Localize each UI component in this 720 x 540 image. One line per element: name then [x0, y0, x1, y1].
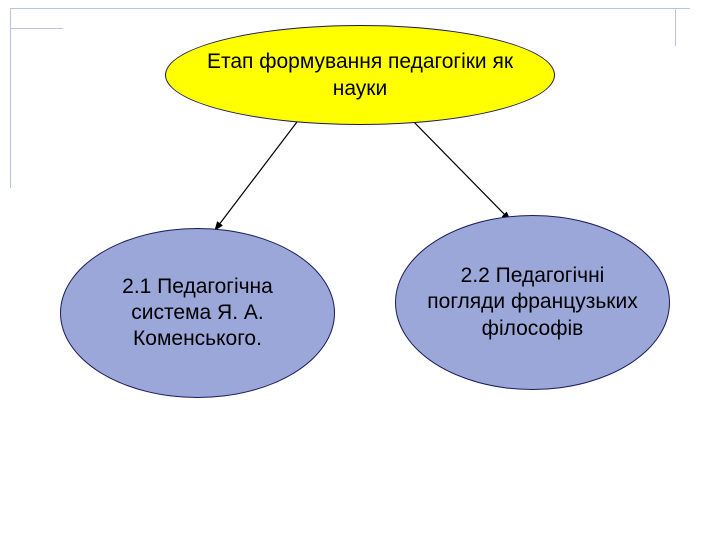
child-node-left: 2.1 Педагогічна система Я. А. Коменськог… [60, 228, 335, 398]
decorative-frame-line-v [675, 8, 676, 46]
root-node: Етап формування педагогіки як науки [165, 25, 555, 125]
child-node-right: 2.2 Педагогічні погляди французьких філо… [395, 215, 670, 390]
decorative-frame-line-h [10, 28, 63, 29]
root-node-label: Етап формування педагогіки як науки [166, 48, 554, 103]
child-node-right-label: 2.2 Педагогічні погляди французьких філо… [396, 263, 669, 342]
child-node-left-label: 2.1 Педагогічна система Я. А. Коменськог… [61, 274, 334, 353]
